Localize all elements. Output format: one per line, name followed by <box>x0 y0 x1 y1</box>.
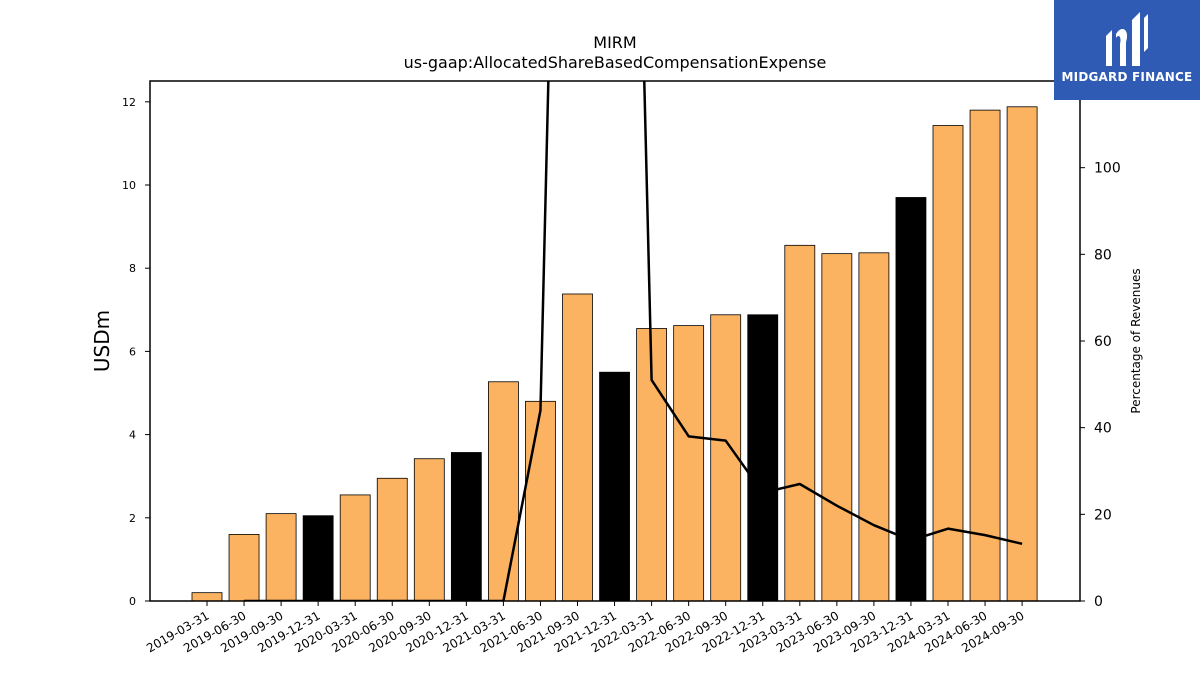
bar-2021-03-31 <box>487 381 519 602</box>
bar-2019-03-31 <box>191 592 223 602</box>
bar-2020-09-30 <box>413 458 445 602</box>
bar-2022-09-30 <box>710 314 742 602</box>
left-tick-label: 4 <box>129 429 136 442</box>
line-series-layer <box>244 81 1023 601</box>
logo-text: MIDGARD FINANCE <box>1061 70 1193 84</box>
bar-2024-03-31 <box>932 125 964 602</box>
bar-2023-09-30 <box>858 252 890 602</box>
left-tick-label: 2 <box>129 512 136 525</box>
right-tick-label: 40 <box>1094 421 1112 437</box>
bar-2020-06-30 <box>376 477 408 602</box>
left-tick-label: 10 <box>122 179 136 192</box>
bar-2020-12-31 <box>450 452 482 602</box>
left-tick-label: 0 <box>129 595 136 608</box>
right-axis-ticks: 0 20 40 60 80 100 <box>1080 161 1121 610</box>
y2-axis-label: Percentage of Revenues <box>1129 268 1143 413</box>
y-axis-label: USDm <box>90 310 114 372</box>
bar-2021-09-30 <box>562 293 593 602</box>
bar-2019-09-30 <box>265 513 297 602</box>
bar-2021-12-31 <box>599 371 630 602</box>
right-tick-label: 60 <box>1094 334 1112 350</box>
brand-logo: MIDGARD FINANCE <box>1054 0 1200 100</box>
bar-2023-06-30 <box>821 253 853 602</box>
left-tick-label: 12 <box>122 96 136 109</box>
left-tick-label: 8 <box>129 262 136 275</box>
left-tick-label: 6 <box>129 345 136 358</box>
bar-2022-06-30 <box>673 325 705 602</box>
bar-2023-03-31 <box>784 244 816 602</box>
left-axis-ticks: 0 2 4 6 8 10 12 <box>122 96 150 608</box>
bar-2024-09-30 <box>1006 106 1038 602</box>
bar-series <box>191 106 1038 602</box>
bar-2020-03-31 <box>339 494 371 602</box>
bar-2024-06-30 <box>969 109 1001 602</box>
right-tick-label: 0 <box>1094 594 1103 610</box>
midgard-logo-icon <box>1106 12 1148 66</box>
bar-2019-06-30 <box>228 534 260 602</box>
percentage-line <box>244 81 1023 601</box>
right-tick-label: 20 <box>1094 507 1112 523</box>
bar-2022-12-31 <box>747 314 779 602</box>
bar-2023-12-31 <box>895 197 927 602</box>
bar-2021-06-30 <box>525 400 556 602</box>
x-axis-ticks: 2019-03-312019-06-302019-09-302019-12-31… <box>144 601 1027 655</box>
bar-2019-12-31 <box>302 515 334 602</box>
right-tick-label: 100 <box>1094 161 1121 177</box>
chart-title: MIRM <box>593 33 636 52</box>
right-tick-label: 80 <box>1094 247 1112 263</box>
chart-subtitle: us-gaap:AllocatedShareBasedCompensationE… <box>404 53 827 72</box>
